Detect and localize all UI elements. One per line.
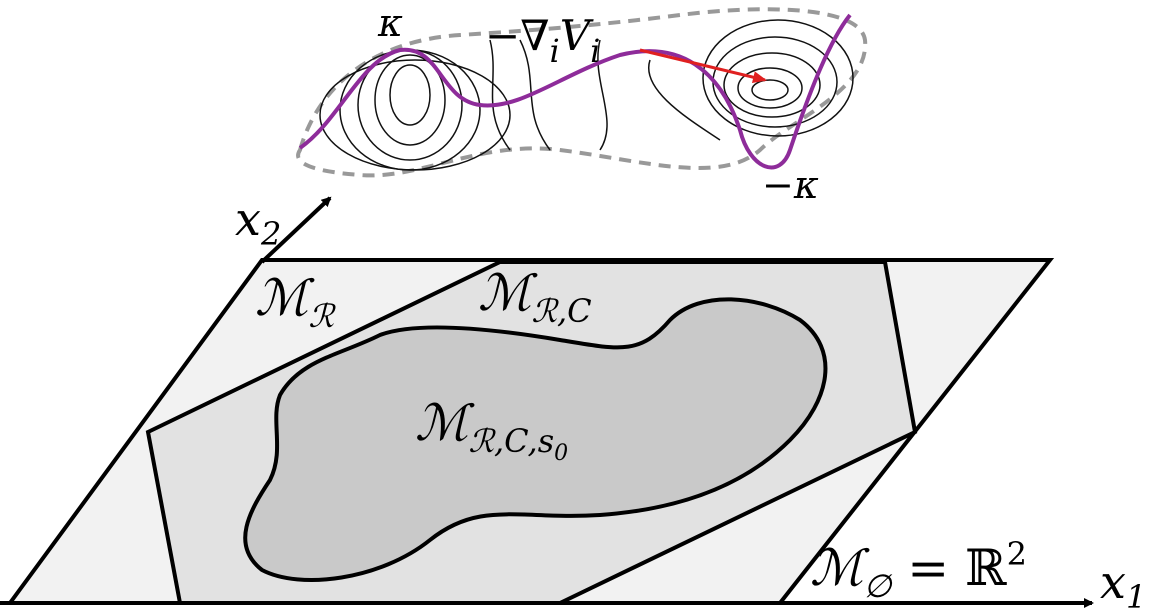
- text: x: [235, 192, 261, 246]
- text: ℳ: [810, 539, 870, 597]
- text: ℳ: [415, 394, 475, 452]
- subsub: 0: [554, 441, 568, 466]
- sup: 2: [1007, 535, 1027, 573]
- text: x: [1100, 555, 1126, 609]
- x1-label: x1: [1100, 555, 1146, 613]
- sub: 1: [1126, 578, 1146, 613]
- sub: i: [550, 32, 560, 70]
- x2-label: x2: [235, 192, 281, 253]
- sub: ∅: [863, 567, 893, 605]
- text: ℳ: [478, 264, 538, 322]
- sub: ℛ,C: [531, 292, 591, 330]
- sub: 2: [260, 215, 281, 253]
- m-empty-label: ℳ∅ = ℝ2: [810, 535, 1027, 605]
- diagram: κ −κ −∇iVi x2 x1 ℳℛ ℳℛ,C ℳℛ,C,s0 ℳ∅ = ℝ2: [0, 0, 1156, 613]
- kappa-label: κ: [377, 1, 403, 45]
- sub: i: [590, 32, 600, 70]
- text: = ℝ: [891, 539, 1007, 597]
- sub: ℛ: [308, 297, 336, 335]
- text: ℳ: [255, 269, 315, 327]
- sub: ℛ,C,s: [468, 422, 554, 460]
- gradient-label: −∇iVi: [485, 11, 600, 70]
- text: V: [560, 11, 594, 60]
- text: −∇: [485, 11, 550, 60]
- neg-kappa-label: −κ: [762, 163, 819, 207]
